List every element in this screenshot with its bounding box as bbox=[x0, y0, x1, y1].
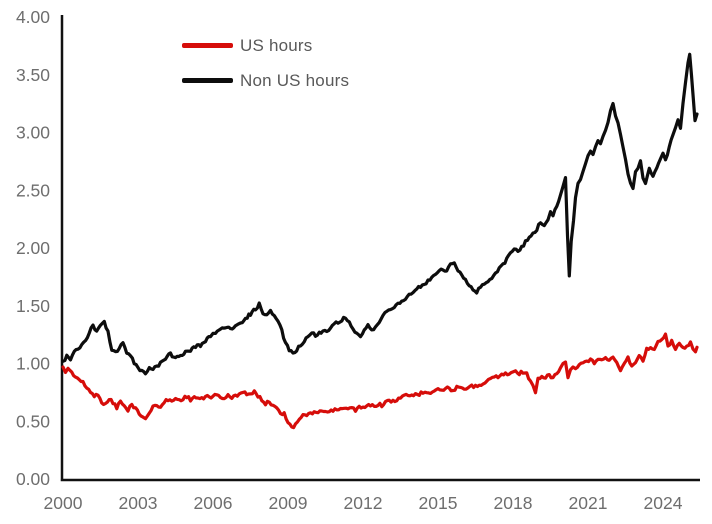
y-tick-label: 1.50 bbox=[16, 296, 50, 316]
x-tick-label: 2009 bbox=[269, 493, 308, 513]
x-tick-label: 2000 bbox=[44, 493, 83, 513]
series-line-non-us-hours bbox=[61, 52, 699, 376]
legend-label-non-us-hours: Non US hours bbox=[240, 70, 350, 90]
y-tick-label: 2.00 bbox=[16, 238, 50, 258]
x-tick-label: 2021 bbox=[569, 493, 608, 513]
y-tick-label: 3.50 bbox=[16, 65, 50, 85]
x-tick-label: 2003 bbox=[119, 493, 158, 513]
y-tick-label: 3.00 bbox=[16, 123, 50, 143]
x-tick-label: 2012 bbox=[344, 493, 383, 513]
y-tick-label: 0.50 bbox=[16, 411, 50, 431]
legend-item-non-us-hours: Non US hours bbox=[182, 63, 349, 98]
x-tick-label: 2006 bbox=[194, 493, 233, 513]
x-tick-label: 2018 bbox=[494, 493, 533, 513]
legend-item-us-hours: US hours bbox=[182, 28, 349, 63]
y-tick-label: 2.50 bbox=[16, 180, 50, 200]
series-line-us-hours bbox=[61, 332, 699, 430]
legend-label-us-hours: US hours bbox=[240, 35, 313, 55]
axis-lines bbox=[60, 15, 700, 482]
legend-swatch-us-hours bbox=[182, 43, 233, 48]
y-tick-label: 0.00 bbox=[16, 469, 50, 489]
legend: US hours Non US hours bbox=[182, 28, 349, 98]
y-tick-label: 4.00 bbox=[16, 7, 50, 27]
y-tick-label: 1.00 bbox=[16, 354, 50, 374]
x-tick-label: 2024 bbox=[644, 493, 683, 513]
x-tick-label: 2015 bbox=[419, 493, 458, 513]
legend-swatch-non-us-hours bbox=[182, 78, 233, 83]
